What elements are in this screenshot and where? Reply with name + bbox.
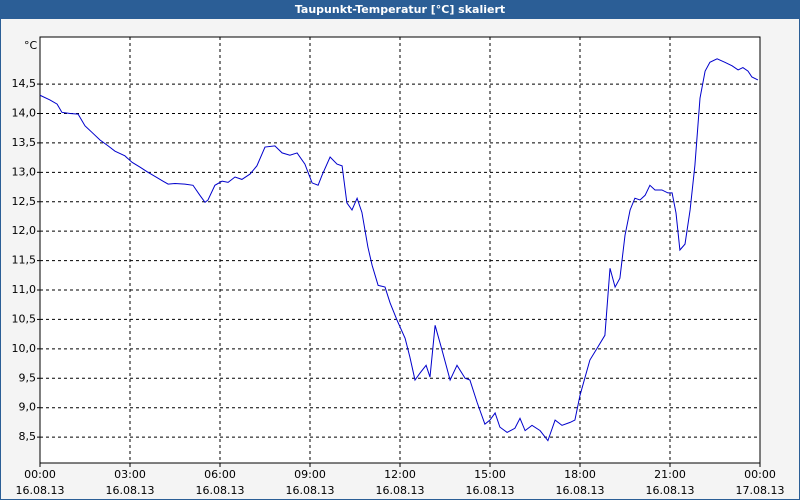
x-tick-date: 16.08.13 bbox=[556, 484, 605, 497]
x-tick-date: 16.08.13 bbox=[646, 484, 695, 497]
y-tick-label: 8,5 bbox=[19, 430, 37, 443]
y-tick-label: 11,5 bbox=[12, 254, 37, 267]
title-bar bbox=[0, 0, 800, 19]
x-tick-date: 16.08.13 bbox=[376, 484, 425, 497]
x-tick-date: 16.08.13 bbox=[286, 484, 335, 497]
y-tick-label: 11,0 bbox=[12, 283, 37, 296]
y-tick-label: 10,0 bbox=[12, 342, 37, 355]
y-tick-label: 10,5 bbox=[12, 312, 37, 325]
chart-title: Taupunkt-Temperatur [°C] skaliert bbox=[295, 3, 505, 16]
x-tick-label: 09:00 bbox=[294, 468, 326, 481]
y-tick-label: 9,5 bbox=[19, 371, 37, 384]
y-axis-unit: °C bbox=[24, 39, 38, 52]
x-tick-date: 16.08.13 bbox=[466, 484, 515, 497]
y-tick-label: 14,5 bbox=[12, 77, 37, 90]
x-tick-label: 18:00 bbox=[564, 468, 596, 481]
x-tick-date: 17.08.13 bbox=[736, 484, 785, 497]
x-tick-date: 16.08.13 bbox=[16, 484, 65, 497]
x-tick-date: 16.08.13 bbox=[106, 484, 155, 497]
x-tick-label: 00:00 bbox=[24, 468, 56, 481]
x-tick-label: 03:00 bbox=[114, 468, 146, 481]
x-tick-date: 16.08.13 bbox=[196, 484, 245, 497]
y-tick-label: 14,0 bbox=[12, 106, 37, 119]
x-tick-label: 21:00 bbox=[654, 468, 686, 481]
x-tick-label: 00:00 bbox=[744, 468, 776, 481]
y-tick-label: 13,5 bbox=[12, 136, 37, 149]
x-tick-label: 12:00 bbox=[384, 468, 416, 481]
y-tick-label: 13,0 bbox=[12, 165, 37, 178]
data-line bbox=[39, 58, 759, 442]
x-tick-label: 15:00 bbox=[474, 468, 506, 481]
y-tick-label: 9,0 bbox=[19, 401, 37, 414]
x-tick-label: 06:00 bbox=[204, 468, 236, 481]
y-tick-label: 12,0 bbox=[12, 224, 37, 237]
y-tick-label: 12,5 bbox=[12, 195, 37, 208]
